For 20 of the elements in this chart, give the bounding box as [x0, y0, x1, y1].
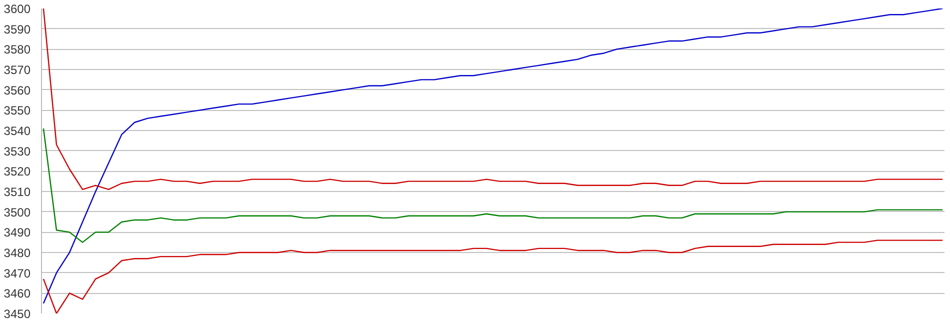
line-series [42, 8, 944, 190]
y-tick-label: 3570 [4, 63, 31, 77]
line-series [42, 8, 944, 304]
y-tick-label: 3600 [4, 2, 31, 16]
y-tick-label: 3510 [4, 185, 31, 199]
y-tick-label: 3490 [4, 226, 31, 240]
y-tick-label: 3460 [4, 286, 31, 301]
line-series [42, 128, 944, 243]
y-tick-label: 3530 [4, 144, 31, 158]
y-tick-label: 3580 [4, 42, 31, 57]
line-series [42, 240, 944, 314]
y-tick-label: 3520 [4, 164, 31, 179]
y-tick-label: 3500 [4, 205, 31, 220]
y-tick-label: 3590 [4, 22, 31, 36]
y-tick-label: 3540 [4, 124, 31, 138]
y-tick-label: 3550 [4, 104, 31, 118]
y-tick-label: 3450 [4, 307, 31, 321]
y-tick-label: 3560 [4, 83, 31, 98]
y-tick-label: 3480 [4, 246, 31, 260]
y-tick-label: 3470 [4, 266, 31, 280]
